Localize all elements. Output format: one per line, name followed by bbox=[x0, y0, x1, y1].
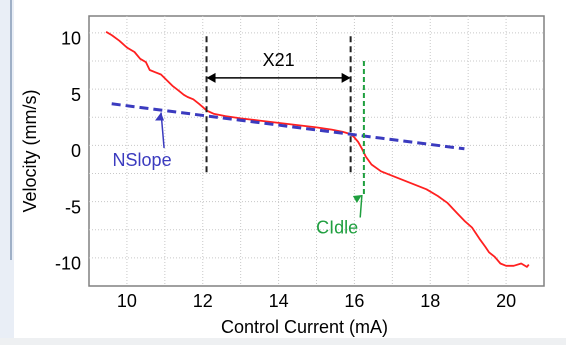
cidle-label: CIdle bbox=[316, 218, 358, 238]
chart: 10 5 0 -5 -10 10 12 14 16 18 20 Velocity (mm/s) C… bbox=[20, 15, 545, 337]
y-tick-label: -5 bbox=[65, 197, 81, 217]
y-tick-label: -10 bbox=[55, 254, 81, 274]
x-tick-label: 10 bbox=[117, 291, 137, 311]
x21-arrowhead-left bbox=[206, 72, 216, 83]
y-axis-label: Velocity (mm/s) bbox=[20, 89, 40, 212]
x-tick-label: 20 bbox=[496, 291, 516, 311]
x-tick-label: 14 bbox=[269, 291, 289, 311]
bottom-bar bbox=[0, 338, 566, 345]
x-tick-label: 16 bbox=[344, 291, 364, 311]
annotation-layer: X21 CIdle NSlope bbox=[113, 36, 365, 238]
x-tick-label: 12 bbox=[193, 291, 213, 311]
x-tick-labels: 10 12 14 16 18 20 bbox=[117, 291, 516, 311]
x21-label: X21 bbox=[263, 50, 295, 70]
y-tick-labels: 10 5 0 -5 -10 bbox=[55, 29, 81, 274]
nslope-label: NSlope bbox=[113, 150, 172, 170]
grid bbox=[89, 16, 544, 286]
chart-container: 10 5 0 -5 -10 10 12 14 16 18 20 Velocity (mm/s) C… bbox=[12, 0, 560, 340]
nslope-arrowhead bbox=[155, 112, 165, 121]
left-panel-edge bbox=[0, 0, 14, 345]
nslope-fit-line bbox=[111, 102, 465, 151]
y-tick-label: 10 bbox=[61, 29, 81, 49]
cidle-arrowhead bbox=[352, 195, 362, 203]
x21-arrowhead-right bbox=[341, 72, 351, 83]
series-layer bbox=[105, 31, 530, 268]
cidle-arrow-line bbox=[359, 194, 363, 218]
x-axis-label: Control Current (mA) bbox=[221, 317, 388, 337]
y-tick-label: 5 bbox=[71, 85, 81, 105]
y-tick-label: 0 bbox=[71, 141, 81, 161]
x-tick-label: 18 bbox=[420, 291, 440, 311]
velocity-series-line bbox=[105, 31, 530, 268]
